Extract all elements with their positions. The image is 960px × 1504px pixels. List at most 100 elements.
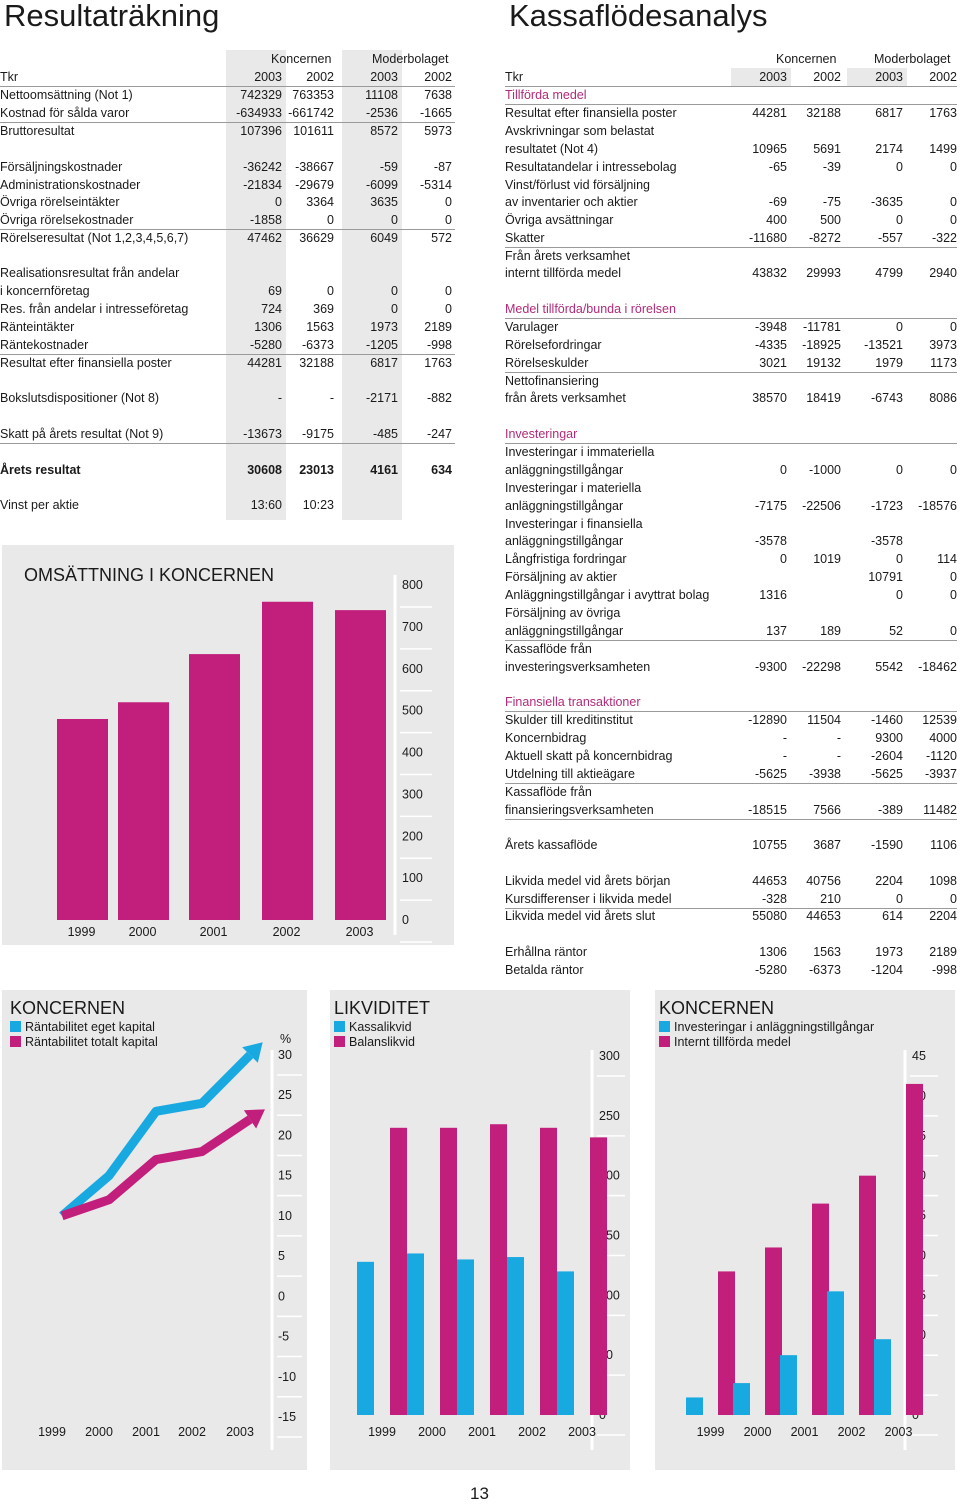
x-tick-label: 2003 <box>226 1425 254 1439</box>
row-value: - <box>782 731 787 745</box>
row-value: 2174 <box>875 142 903 156</box>
revenue-chart-title: OMSÄTTNING I KONCERNEN <box>24 565 275 585</box>
row-value: -322 <box>931 231 957 245</box>
row-value: 8572 <box>370 124 398 138</box>
row-value: -5314 <box>420 178 452 192</box>
bar-magenta <box>906 1083 923 1415</box>
bar-magenta <box>812 1203 829 1415</box>
row-value: 6817 <box>875 106 903 120</box>
row-value: -5280 <box>250 338 282 352</box>
row-label: Realisationsresultat från andelar <box>0 266 180 280</box>
series-line-equity <box>59 1051 254 1220</box>
row-value: -9175 <box>302 427 334 441</box>
row-value: -18576 <box>918 499 957 513</box>
row-value: -247 <box>426 427 452 441</box>
row-value: 44281 <box>752 106 787 120</box>
cashflow-row: anläggningstillgångar -7175 -22506 -1723 -18… <box>505 497 957 515</box>
row-value: -6099 <box>366 178 398 192</box>
legend-item-investments: Investeringar i anläggningstillgångar <box>659 1020 874 1034</box>
row-value: 55080 <box>752 909 787 923</box>
x-tick-label: 2001 <box>200 925 228 939</box>
row-value: 3635 <box>370 195 398 209</box>
row-value: 19132 <box>806 356 841 370</box>
y-tick-label: 250 <box>599 1109 620 1123</box>
income-row: Administrationskostnader -21834 -29679 -609… <box>0 176 455 194</box>
row-value: 500 <box>820 213 841 227</box>
row-label: Likvida medel vid årets slut <box>505 909 656 923</box>
row-value: 0 <box>950 213 957 227</box>
row-label: Varulager <box>505 320 559 334</box>
row-value: 0 <box>950 463 957 477</box>
legend-swatch-magenta <box>10 1036 21 1047</box>
row-value: 400 <box>766 213 787 227</box>
row-value: -18925 <box>802 338 841 352</box>
revenue-bar <box>262 601 313 920</box>
cashflow-header-koncernen: Koncernen <box>776 52 837 66</box>
row-value: -65 <box>768 160 787 174</box>
row-value: -18462 <box>918 660 957 674</box>
y-tick-label: -5 <box>278 1330 289 1344</box>
row-value: - <box>836 731 841 745</box>
bar-magenta <box>765 1247 782 1415</box>
row-label: anläggningstillgångar <box>505 534 624 548</box>
y-tick-label: 300 <box>599 1049 620 1063</box>
liquidity-chart-title: LIKVIDITET <box>334 998 431 1018</box>
row-label: Kassaflöde från <box>505 785 592 799</box>
income-header-moderbolaget: Moderbolaget <box>372 52 449 66</box>
row-value: -29679 <box>295 178 334 192</box>
row-value: 1763 <box>424 356 452 370</box>
y-tick-label: 30 <box>278 1048 292 1062</box>
y-tick-label: 100 <box>402 871 423 885</box>
bar-cyan <box>357 1261 374 1415</box>
row-value: 0 <box>391 284 398 298</box>
row-value: 1563 <box>813 945 841 959</box>
income-row: Vinst per aktie 13:60 10:23 <box>0 496 455 514</box>
row-label: Utdelning till aktieägare <box>505 767 635 781</box>
row-value: 10755 <box>752 838 787 852</box>
income-row: Skatt på årets resultat (Not 9) -13673 -91… <box>0 425 455 444</box>
cashflow-row: Resultatandelar i intressebolag -65 -39 0 0 <box>505 158 957 176</box>
row-value: 7638 <box>424 88 452 102</box>
y-tick-label: 700 <box>402 620 423 634</box>
row-value: -3578 <box>755 534 787 548</box>
row-value: 1973 <box>875 945 903 959</box>
row-value: 2940 <box>929 266 957 280</box>
row-value: -1858 <box>250 213 282 227</box>
row-label: Försäljningskostnader <box>0 160 123 174</box>
row-value: 1306 <box>759 945 787 959</box>
bar-cyan <box>780 1355 797 1415</box>
row-label: Tkr <box>0 70 19 84</box>
row-value: -661742 <box>288 106 334 120</box>
page-number: 13 <box>470 1484 489 1503</box>
cashflow-row: Investeringar i finansiella <box>505 515 957 533</box>
income-row: Årets resultat 30608 23013 4161 634 <box>0 461 455 479</box>
row-value: 1499 <box>929 142 957 156</box>
y-tick-label: 800 <box>402 578 423 592</box>
bar-magenta <box>718 1271 735 1415</box>
legend-swatch-cyan <box>659 1021 670 1032</box>
row-value: -3948 <box>755 320 787 334</box>
section-heading-investeringar: Investeringar <box>505 425 957 444</box>
series-line-total <box>60 1115 253 1221</box>
bar-cyan <box>457 1259 474 1415</box>
y-tick-label: 600 <box>402 662 423 676</box>
row-label: i koncernföretag <box>0 284 90 298</box>
row-value: -39 <box>822 160 841 174</box>
income-row: Kostnad för sålda varor -634933 -661742 -25… <box>0 104 455 123</box>
row-value: 7566 <box>813 803 841 817</box>
cashflow-row: Anläggningstillgångar i avyttrat bolag 13… <box>505 586 957 604</box>
row-value: 1306 <box>254 320 282 334</box>
row-label: internt tillförda medel <box>505 266 622 280</box>
row-value: - <box>836 749 841 763</box>
row-value: -9300 <box>755 660 787 674</box>
row-value: 3973 <box>929 338 957 352</box>
row-value: -328 <box>761 892 787 906</box>
row-value: 137 <box>766 624 787 638</box>
y-tick-label: 10 <box>278 1209 292 1223</box>
row-value: 3364 <box>306 195 334 209</box>
row-value: - <box>277 391 282 405</box>
row-value: 2204 <box>875 874 903 888</box>
row-value: 1019 <box>813 552 841 566</box>
row-value: -485 <box>372 427 398 441</box>
row-value: -11781 <box>803 320 841 334</box>
